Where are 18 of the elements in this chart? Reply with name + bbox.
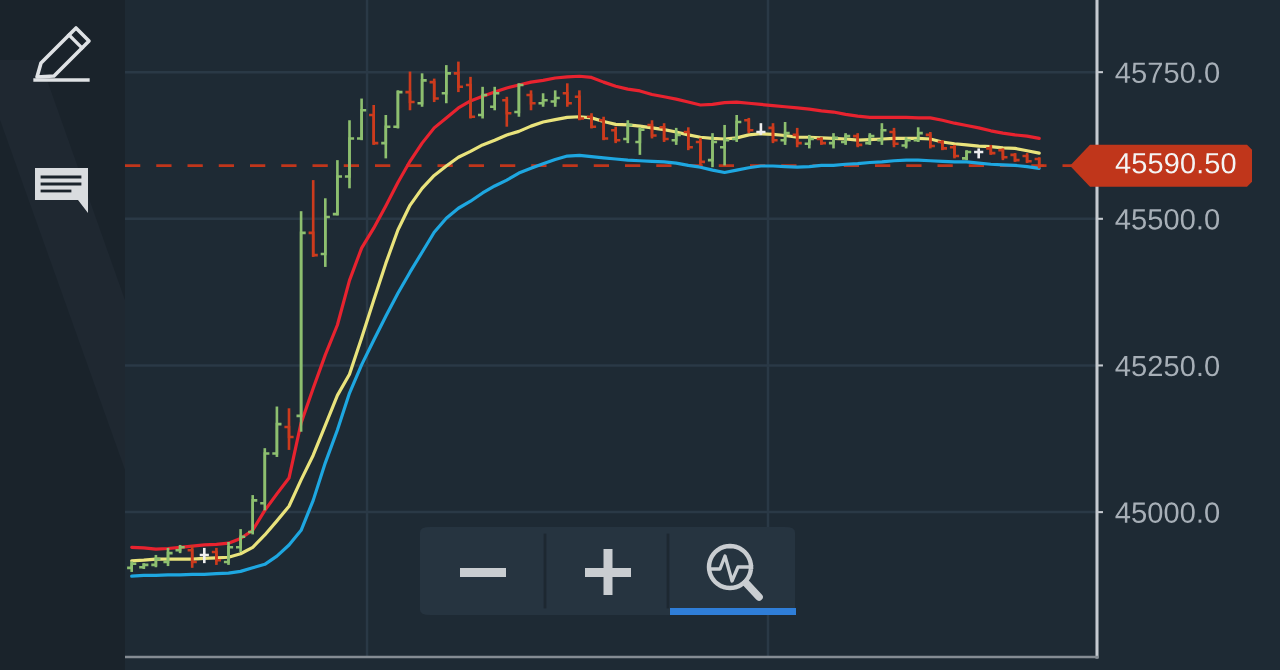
- ref-line-label: 45590.50: [1115, 152, 1236, 174]
- candlestick: [720, 123, 730, 167]
- candlestick: [732, 113, 742, 144]
- candlestick: [187, 543, 197, 570]
- candlestick: [223, 540, 234, 567]
- candlestick: [236, 527, 246, 554]
- y-tick-label: 45500.0: [1115, 209, 1220, 230]
- candlestick: [562, 81, 572, 109]
- candlestick: [453, 60, 463, 94]
- candlestick: [707, 131, 718, 169]
- candlestick: [683, 125, 693, 152]
- y-tick-label: 45000.0: [1115, 502, 1220, 523]
- candlestick: [478, 85, 488, 120]
- candlestick: [429, 77, 439, 104]
- candlestick: [441, 63, 451, 105]
- candlestick: [490, 85, 500, 112]
- y-tick-label: 45250.0: [1115, 355, 1220, 377]
- y-tick-label: 45750.0: [1115, 62, 1220, 84]
